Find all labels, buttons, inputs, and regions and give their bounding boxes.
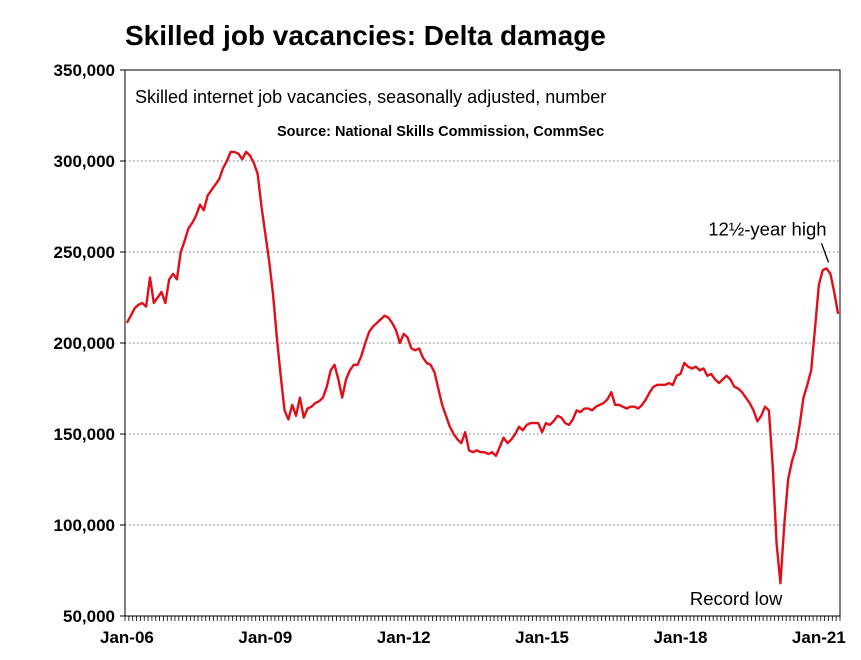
annotation-pointer-high xyxy=(820,243,830,263)
chart-subtitle: Skilled internet job vacancies, seasonal… xyxy=(135,87,606,107)
annotation-low: Record low xyxy=(690,588,783,609)
x-tick-label: Jan-21 xyxy=(792,628,846,647)
series-line xyxy=(125,150,840,585)
y-tick-label: 200,000 xyxy=(54,334,115,353)
y-tick-label: 300,000 xyxy=(54,152,115,171)
grid-layer xyxy=(125,160,840,526)
y-tick-label: 100,000 xyxy=(54,516,115,535)
y-axis-ticks: 50,000 100,000 150,000 200,000 250,000 300,00… xyxy=(54,61,125,626)
y-tick-label: 250,000 xyxy=(54,243,115,262)
x-tick-label: Jan-06 xyxy=(100,628,154,647)
x-axis-ticks: Jan-06 Jan-09 Jan-12 Jan-15 Jan-18 Jan-21 xyxy=(100,616,846,647)
chart-title: Skilled job vacancies: Delta damage xyxy=(125,20,606,51)
chart-source: Source: National Skills Commission, Comm… xyxy=(277,124,604,140)
x-tick-label: Jan-09 xyxy=(238,628,292,647)
y-tick-label: 50,000 xyxy=(63,607,115,626)
x-tick-label: Jan-15 xyxy=(515,628,569,647)
annotation-high: 12½-year high xyxy=(708,218,826,239)
x-tick-label: Jan-18 xyxy=(654,628,708,647)
y-tick-label: 350,000 xyxy=(54,61,115,80)
y-tick-label: 150,000 xyxy=(54,425,115,444)
x-tick-label: Jan-12 xyxy=(377,628,431,647)
plot-frame xyxy=(124,69,841,617)
